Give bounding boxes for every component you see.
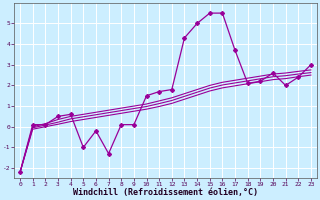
X-axis label: Windchill (Refroidissement éolien,°C): Windchill (Refroidissement éolien,°C) xyxy=(73,188,258,197)
